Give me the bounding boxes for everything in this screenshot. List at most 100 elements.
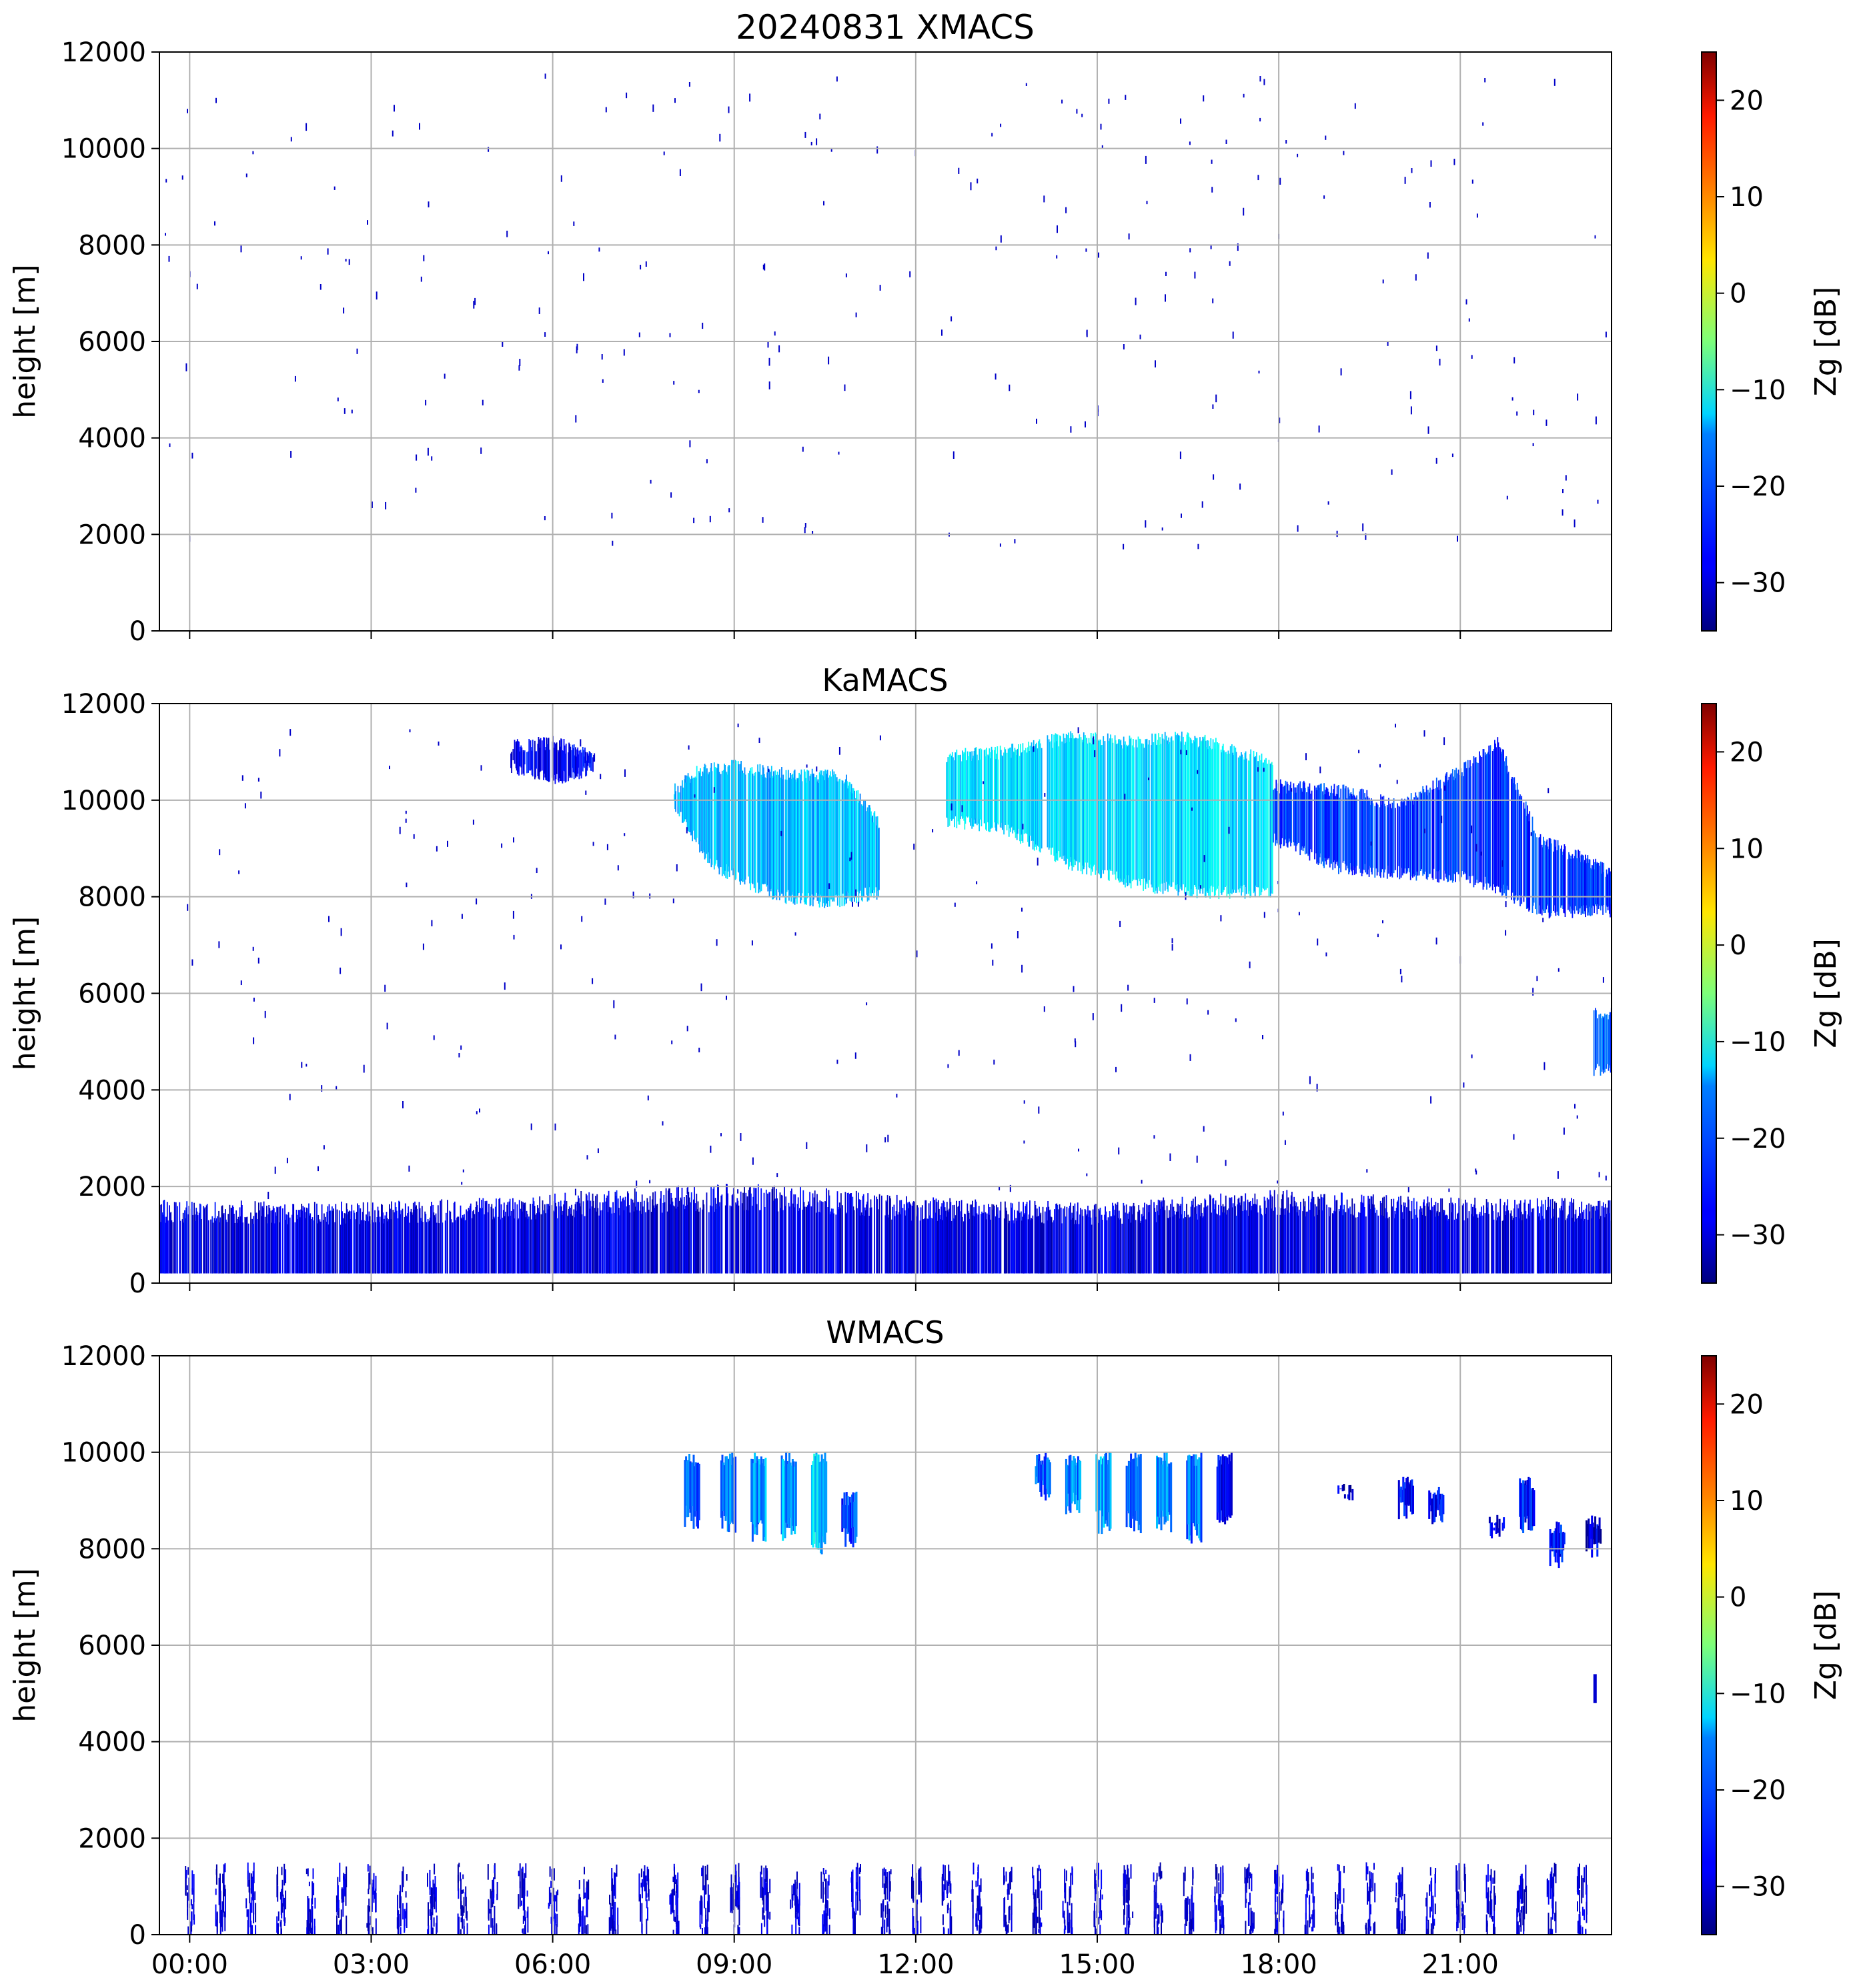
echo-column (654, 1191, 656, 1274)
speckle-point (196, 283, 198, 289)
echo-column (790, 778, 792, 902)
echo-column (1146, 738, 1148, 884)
echo-column (1215, 748, 1216, 896)
echo-column (985, 1219, 987, 1274)
echo-column (653, 1205, 654, 1274)
echo-column (720, 774, 722, 868)
echo-column (493, 1216, 495, 1274)
burst-column (1130, 1453, 1133, 1528)
echo-column (1149, 1204, 1151, 1274)
echo-column (1589, 1211, 1591, 1274)
low-echo (285, 1869, 287, 1883)
low-echo (1276, 1919, 1277, 1932)
speckle-point (836, 1059, 838, 1064)
speckle-point (345, 259, 347, 262)
speckle-point (1043, 1006, 1045, 1012)
echo-column (916, 1205, 918, 1274)
echo-column (1300, 1202, 1301, 1274)
echo-column (557, 750, 559, 781)
low-echo (1064, 1869, 1066, 1893)
echo-column (686, 1194, 687, 1274)
echo-column (1157, 1199, 1159, 1274)
echo-column (1602, 1016, 1604, 1070)
echo-column (806, 782, 807, 905)
speckle-point (1468, 318, 1470, 322)
low-echo (457, 1864, 459, 1883)
echo-column (1303, 1206, 1305, 1274)
speckle-point (1086, 329, 1088, 337)
echo-column (445, 1212, 447, 1274)
echo-column (386, 1218, 388, 1274)
echo-column (566, 1216, 568, 1274)
echo-column (737, 761, 739, 872)
echo-column (1562, 1210, 1564, 1274)
y-tick-label: 0 (129, 1268, 146, 1299)
burst-column (1227, 1464, 1229, 1515)
low-echo (612, 1887, 614, 1904)
echo-column (1215, 1200, 1217, 1274)
speckle-point (686, 1026, 688, 1032)
burst-column (1437, 1490, 1439, 1511)
low-echo (1247, 1902, 1249, 1926)
echo-column (820, 1212, 822, 1274)
echo-column (1322, 1197, 1324, 1274)
echo-column (1383, 1196, 1385, 1274)
echo-column (916, 1216, 917, 1274)
echo-column (1595, 858, 1597, 904)
echo-column (1275, 780, 1277, 840)
low-echo (433, 1917, 435, 1927)
echo-column (1168, 737, 1170, 884)
echo-column (1085, 1210, 1087, 1274)
echo-column (961, 1200, 963, 1274)
speckle-point (995, 246, 997, 251)
echo-column (983, 1204, 985, 1274)
low-echo (762, 1910, 764, 1920)
speckle-point (1279, 417, 1281, 423)
echo-column (717, 764, 719, 867)
echo-column (1525, 1218, 1527, 1274)
burst-column (841, 1498, 844, 1532)
echo-column (964, 1213, 965, 1274)
echo-column (1077, 738, 1079, 871)
low-echo (612, 1882, 613, 1906)
echo-column (734, 760, 736, 880)
colorbar-gradient (1701, 51, 1717, 632)
echo-column (1599, 866, 1601, 906)
low-echo (675, 1895, 677, 1905)
speckle-point (776, 1173, 778, 1178)
low-echo (1430, 1929, 1432, 1935)
burst-column (1043, 1464, 1045, 1485)
echo-column (411, 1212, 413, 1274)
echo-column (437, 1205, 439, 1274)
speckle-point (879, 735, 881, 741)
echo-column (1257, 1212, 1259, 1274)
echo-column (1593, 1206, 1595, 1274)
low-echo (764, 1879, 766, 1895)
low-echo (886, 1877, 888, 1889)
echo-column (957, 1206, 959, 1274)
echo-column (1575, 850, 1577, 906)
low-echo (706, 1925, 708, 1935)
low-echo (187, 1926, 189, 1935)
echo-column (1294, 1200, 1296, 1274)
echo-column (951, 752, 953, 820)
echo-column (1554, 846, 1556, 913)
echo-column (1607, 873, 1609, 911)
echo-column (580, 1191, 582, 1274)
echo-column (1516, 1204, 1518, 1274)
burst-column (1219, 1456, 1222, 1521)
echo-column (1305, 1211, 1307, 1274)
echo-column (1191, 743, 1193, 897)
echo-column (1239, 1205, 1241, 1274)
kamacs-panel: KaMACS 020004000600080001000012000height… (8, 662, 1843, 1299)
echo-column (1435, 1212, 1437, 1274)
low-echo (1403, 1893, 1405, 1918)
echo-column (1331, 1213, 1333, 1274)
echo-column (933, 1197, 935, 1274)
low-echo (556, 1924, 558, 1935)
low-echo (550, 1892, 552, 1905)
speckle-point (1475, 1168, 1477, 1172)
echo-column (739, 771, 740, 882)
echo-column (1515, 1217, 1517, 1274)
speckle-point (720, 1133, 722, 1136)
